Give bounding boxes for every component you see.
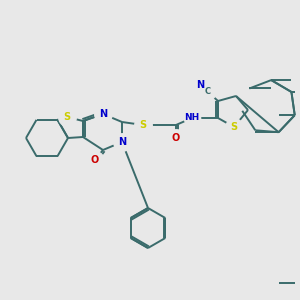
Text: S: S bbox=[140, 120, 147, 130]
Text: C: C bbox=[205, 88, 211, 97]
Text: N: N bbox=[99, 109, 107, 119]
Text: N: N bbox=[118, 137, 126, 147]
Text: O: O bbox=[91, 155, 99, 165]
Text: NH: NH bbox=[184, 113, 200, 122]
Text: S: S bbox=[63, 112, 70, 122]
Text: N: N bbox=[196, 80, 204, 90]
Text: S: S bbox=[230, 122, 238, 132]
Text: O: O bbox=[172, 133, 180, 143]
